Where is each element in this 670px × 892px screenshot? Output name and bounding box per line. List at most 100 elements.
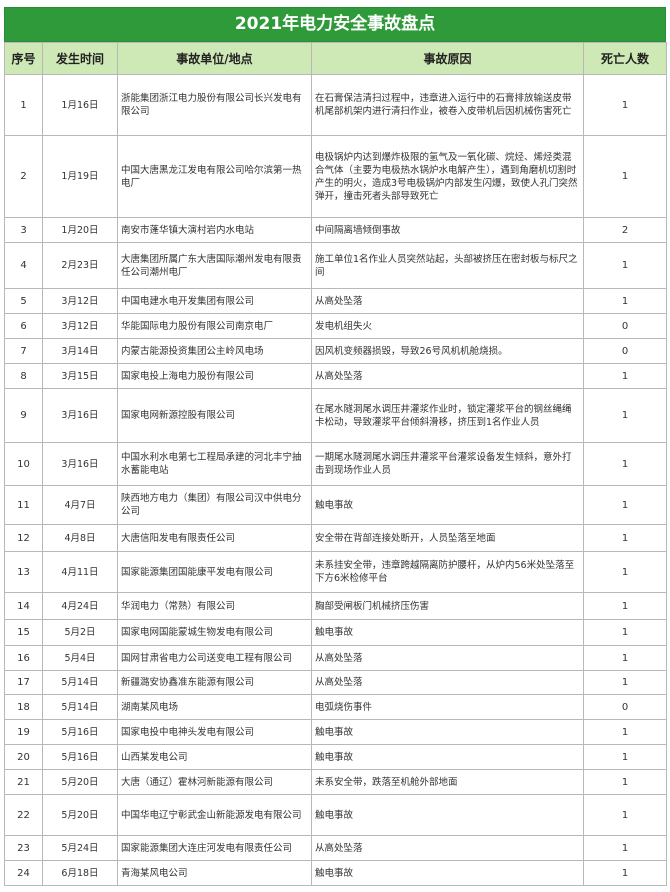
cell-deaths: 1 [583,744,667,770]
cell-no: 8 [4,363,43,389]
table-row: 19 5月16日 国家电投中电神头发电有限公司 触电事故 1 [4,719,667,745]
cell-deaths: 1 [583,551,667,593]
cell-date: 3月16日 [42,442,118,486]
cell-unit: 国家电网新源控股有限公司 [117,388,312,443]
cell-deaths: 1 [583,74,667,136]
cell-date: 3月12日 [42,313,118,339]
table-row: 16 5月4日 国网甘肃省电力公司送变电工程有限公司 从高处坠落 1 [4,645,667,671]
cell-no: 22 [4,794,43,836]
cell-cause: 胸部受闸板门机械挤压伤害 [311,592,584,620]
cell-no: 15 [4,619,43,646]
cell-no: 14 [4,592,43,620]
cell-no: 13 [4,551,43,593]
cell-date: 3月15日 [42,363,118,389]
cell-no: 23 [4,835,43,861]
cell-deaths: 1 [583,794,667,836]
cell-date: 1月19日 [42,135,118,218]
cell-no: 17 [4,670,43,695]
cell-unit: 大唐信阳发电有限责任公司 [117,524,312,552]
cell-deaths: 0 [583,338,667,364]
cell-deaths: 1 [583,592,667,620]
table-row: 23 5月24日 国家能源集团大连庄河发电有限责任公司 从高处坠落 1 [4,835,667,861]
cell-unit: 内蒙古能源投资集团公主岭风电场 [117,338,312,364]
cell-unit: 山西某发电公司 [117,744,312,770]
cell-cause: 因风机变频器损毁，导致26号风机机舱烧损。 [311,338,584,364]
cell-unit: 国家能源集团国能康平发电有限公司 [117,551,312,593]
table-row: 11 4月7日 陕西地方电力（集团）有限公司汉中供电分公司 触电事故 1 [4,485,667,525]
cell-cause: 发电机组失火 [311,313,584,339]
cell-date: 4月7日 [42,485,118,525]
cell-cause: 从高处坠落 [311,835,584,861]
header-date: 发生时间 [42,42,118,75]
table-row: 12 4月8日 大唐信阳发电有限责任公司 安全带在背部连接处断开，人员坠落至地面 1 [4,524,667,552]
cell-deaths: 1 [583,835,667,861]
cell-deaths: 1 [583,242,667,289]
cell-deaths: 1 [583,860,667,886]
cell-unit: 国家电投上海电力股份有限公司 [117,363,312,389]
cell-deaths: 0 [583,313,667,339]
cell-date: 2月23日 [42,242,118,289]
cell-unit: 中国大唐黑龙江发电有限公司哈尔滨第一热电厂 [117,135,312,218]
cell-deaths: 1 [583,388,667,443]
cell-date: 5月2日 [42,619,118,646]
table-row: 1 1月16日 浙能集团浙江电力股份有限公司长兴发电有限公司 在石膏保洁清扫过程中，违… [4,74,667,136]
cell-cause: 施工单位1名作业人员突然站起，头部被挤压在密封板与标尺之间 [311,242,584,289]
cell-deaths: 1 [583,619,667,646]
table-row: 10 3月16日 中国水利水电第七工程局承建的河北丰宁抽水蓄能电站 一期尾水隧洞尾水调… [4,442,667,486]
table-row: 4 2月23日 大唐集团所属广东大唐国际潮州发电有限责任公司潮州电厂 施工单位1名作业… [4,242,667,289]
cell-no: 6 [4,313,43,339]
cell-deaths: 1 [583,719,667,745]
table-row: 13 4月11日 国家能源集团国能康平发电有限公司 未系挂安全带，违章跨越隔离防护腰杆… [4,551,667,593]
cell-cause: 电极锅炉内达到爆炸极限的氢气及一氧化碳、烷烃、烯烃类混合气体（主要为电极热水锅炉… [311,135,584,218]
cell-cause: 安全带在背部连接处断开，人员坠落至地面 [311,524,584,552]
cell-no: 21 [4,769,43,795]
cell-cause: 电弧烧伤事件 [311,694,584,720]
cell-cause: 从高处坠落 [311,363,584,389]
cell-deaths: 1 [583,288,667,314]
table-row: 15 5月2日 国家电网国能蒙城生物发电有限公司 触电事故 1 [4,619,667,646]
cell-date: 4月24日 [42,592,118,620]
accident-table-container: 2021年电力安全事故盘点 序号 发生时间 事故单位/地点 事故原因 死亡人数 … [4,7,667,886]
cell-deaths: 1 [583,442,667,486]
table-row: 17 5月14日 新疆潞安协鑫准东能源有限公司 从高处坠落 1 [4,670,667,695]
cell-unit: 国家电网国能蒙城生物发电有限公司 [117,619,312,646]
cell-cause: 一期尾水隧洞尾水调压井灌浆平台灌浆设备发生倾斜，意外打击到现场作业人员 [311,442,584,486]
cell-no: 10 [4,442,43,486]
cell-unit: 华润电力（常熟）有限公司 [117,592,312,620]
cell-no: 12 [4,524,43,552]
table-row: 6 3月12日 华能国际电力股份有限公司南京电厂 发电机组失火 0 [4,313,667,339]
cell-cause: 从高处坠落 [311,670,584,695]
cell-date: 3月14日 [42,338,118,364]
table-row: 2 1月19日 中国大唐黑龙江发电有限公司哈尔滨第一热电厂 电极锅炉内达到爆炸极限的氢… [4,135,667,218]
cell-no: 24 [4,860,43,886]
cell-date: 5月20日 [42,794,118,836]
cell-date: 5月16日 [42,744,118,770]
header-unit: 事故单位/地点 [117,42,312,75]
table-row: 5 3月12日 中国电建水电开发集团有限公司 从高处坠落 1 [4,288,667,314]
table-row: 21 5月20日 大唐（通辽）霍林河新能源有限公司 未系安全带，跌落至机舱外部地面 1 [4,769,667,795]
cell-unit: 国家能源集团大连庄河发电有限责任公司 [117,835,312,861]
table-row: 22 5月20日 中国华电辽宁彰武金山新能源发电有限公司 触电事故 1 [4,794,667,836]
cell-unit: 国网甘肃省电力公司送变电工程有限公司 [117,645,312,671]
cell-no: 5 [4,288,43,314]
cell-unit: 华能国际电力股份有限公司南京电厂 [117,313,312,339]
cell-deaths: 1 [583,670,667,695]
cell-no: 20 [4,744,43,770]
table-row: 20 5月16日 山西某发电公司 触电事故 1 [4,744,667,770]
cell-date: 5月14日 [42,670,118,695]
table-row: 24 6月18日 青海某风电公司 触电事故 1 [4,860,667,886]
cell-unit: 中国水利水电第七工程局承建的河北丰宁抽水蓄能电站 [117,442,312,486]
table-row: 9 3月16日 国家电网新源控股有限公司 在尾水隧洞尾水调压井灌浆作业时，锁定灌浆平台… [4,388,667,443]
cell-no: 11 [4,485,43,525]
cell-unit: 大唐集团所属广东大唐国际潮州发电有限责任公司潮州电厂 [117,242,312,289]
cell-deaths: 0 [583,694,667,720]
cell-date: 5月20日 [42,769,118,795]
cell-no: 4 [4,242,43,289]
cell-no: 1 [4,74,43,136]
header-no: 序号 [4,42,43,75]
cell-cause: 触电事故 [311,619,584,646]
cell-cause: 未系挂安全带，违章跨越隔离防护腰杆，从炉内56米处坠落至下方6米检修平台 [311,551,584,593]
cell-unit: 中国华电辽宁彰武金山新能源发电有限公司 [117,794,312,836]
cell-date: 4月11日 [42,551,118,593]
cell-date: 5月24日 [42,835,118,861]
